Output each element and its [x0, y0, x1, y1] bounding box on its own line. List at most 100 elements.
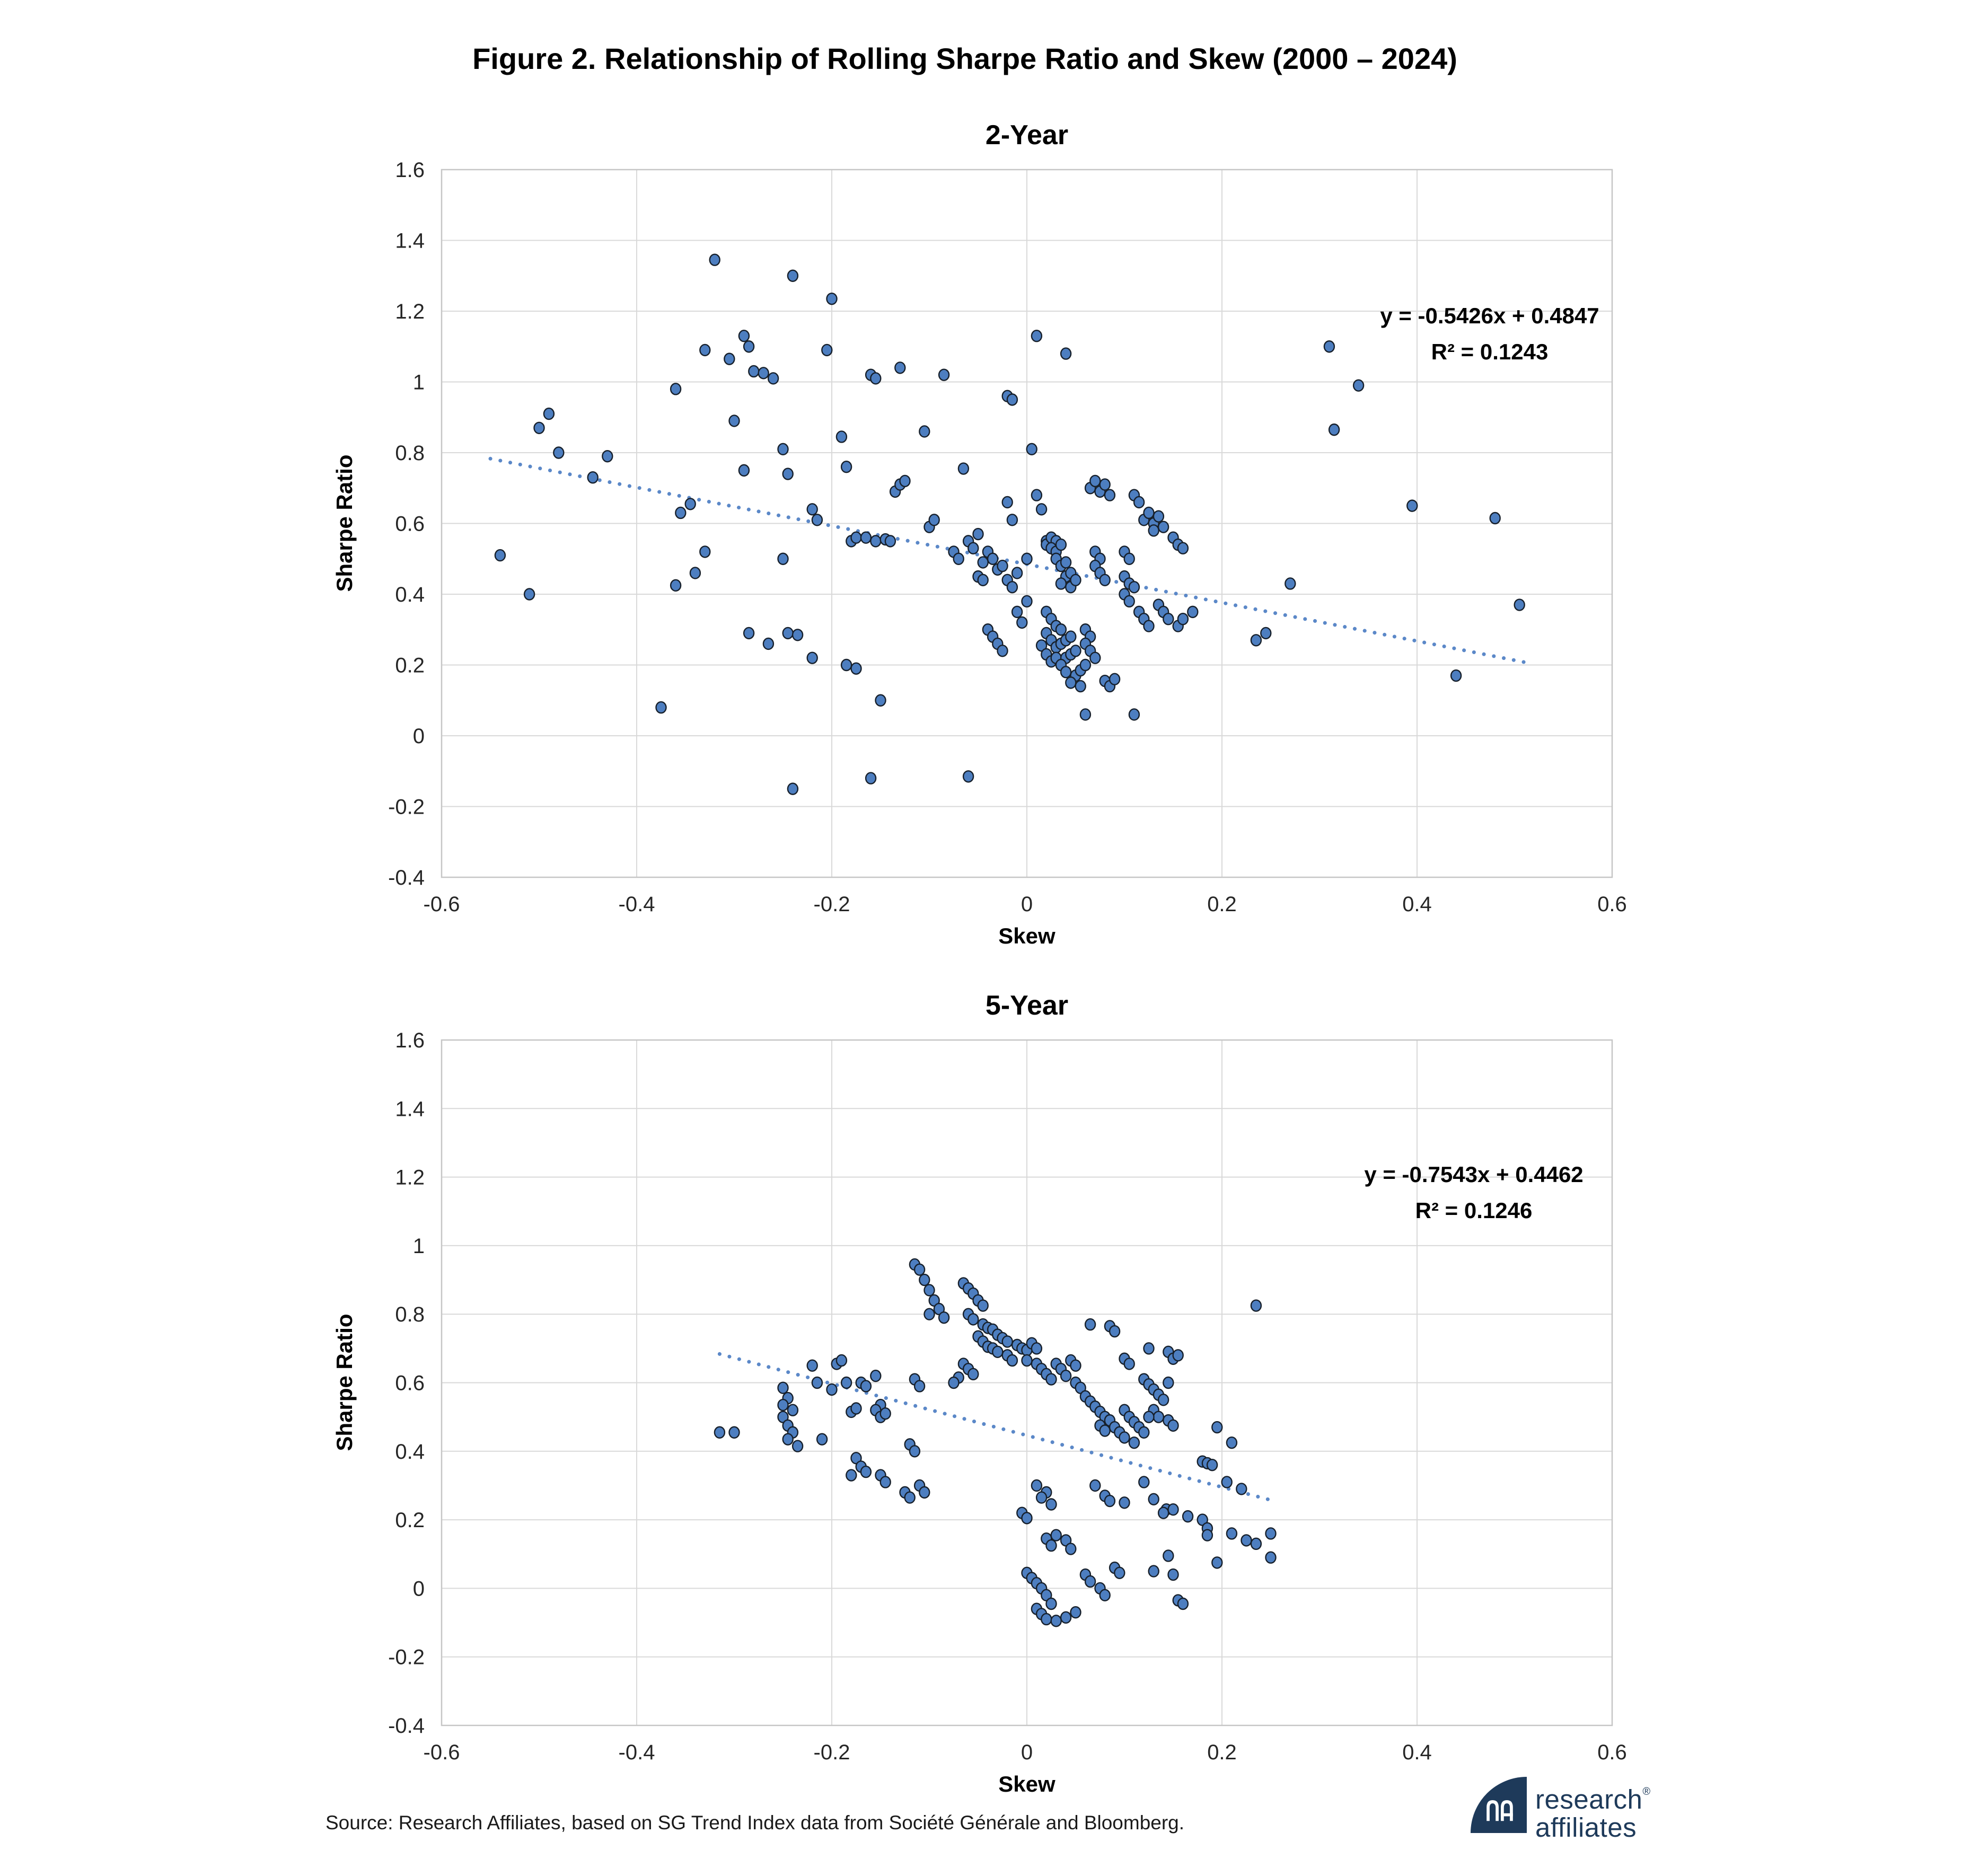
scatter-point	[1060, 1369, 1072, 1382]
scatter-point	[1323, 340, 1335, 353]
scatter-point	[1265, 1551, 1277, 1564]
scatter-point	[879, 1476, 891, 1488]
x-tick-label: -0.2	[814, 1741, 850, 1764]
scatter-point	[1206, 1458, 1218, 1472]
y-tick-label: 0.8	[395, 442, 425, 465]
scatter-point	[997, 559, 1008, 572]
scatter-point	[835, 430, 848, 443]
scatter-point	[1114, 1566, 1125, 1580]
scatter-point	[1143, 620, 1155, 632]
trendline-equation: y = -0.5426x + 0.4847	[1380, 303, 1599, 328]
y-axis-title: Sharpe Ratio	[332, 1314, 357, 1451]
y-tick-label: 0.4	[395, 583, 425, 606]
logo-text: research® affiliates	[1535, 1778, 1651, 1841]
scatter-point	[1177, 542, 1189, 554]
scatter-point	[1157, 1506, 1169, 1519]
scatter-point	[1128, 708, 1140, 721]
scatter-point	[787, 782, 799, 795]
y-tick-label: -0.2	[388, 1646, 425, 1669]
scatter-point	[1250, 634, 1262, 647]
scatter-point	[1157, 521, 1169, 533]
y-tick-label: 1.6	[395, 1029, 425, 1052]
scatter-point	[1045, 1498, 1057, 1511]
scatter-point	[1352, 379, 1365, 392]
y-tick-label: -0.4	[388, 1714, 425, 1738]
scatter-point	[913, 1263, 926, 1276]
scatter-point	[860, 1465, 872, 1478]
scatter-point	[1163, 613, 1174, 625]
scatter-point	[1089, 651, 1101, 664]
scatter-point	[967, 542, 979, 554]
scatter-point	[879, 1407, 891, 1420]
scatter-point	[811, 1376, 823, 1389]
x-tick-label: 0.2	[1207, 1741, 1237, 1764]
scatter-point	[1060, 556, 1072, 569]
scatter-point	[1148, 1565, 1159, 1578]
scatter-point	[977, 556, 989, 569]
scatter-point	[758, 367, 769, 380]
scatter-point	[1084, 1575, 1096, 1588]
scatter-point	[1123, 595, 1135, 608]
y-tick-label: 1	[413, 1235, 425, 1258]
scatter-point	[724, 353, 735, 365]
scatter-point	[850, 662, 862, 675]
x-tick-label: -0.6	[424, 893, 460, 916]
x-tick-label: -0.2	[814, 893, 850, 916]
scatter-point	[1065, 1543, 1077, 1555]
scatter-point	[1128, 1436, 1140, 1449]
scatter-point	[1328, 423, 1340, 436]
scatter-point	[865, 772, 877, 785]
y-tick-label: 1	[413, 371, 425, 394]
scatter-point	[494, 549, 506, 562]
scatter-point	[894, 362, 906, 374]
scatter-point	[1109, 673, 1121, 685]
scatter-point	[987, 552, 999, 565]
plot-border	[441, 169, 1613, 878]
scatter-point	[602, 450, 613, 463]
trendline-r-squared: R² = 0.1243	[1431, 339, 1549, 364]
scatter-point	[1236, 1483, 1247, 1495]
plot-border	[441, 1039, 1613, 1726]
scatter-point	[553, 446, 565, 459]
y-tick-label: -0.4	[388, 866, 425, 889]
scatter-point	[1153, 1411, 1165, 1423]
chart-subtitle: 5-Year	[986, 990, 1068, 1021]
scatter-point	[835, 1354, 848, 1367]
y-tick-label: 0.8	[395, 1303, 425, 1326]
scatter-point	[1163, 1549, 1174, 1562]
scatter-point	[689, 567, 701, 579]
scatter-point	[972, 527, 984, 541]
scatter-point	[846, 1469, 857, 1482]
scatter-point	[1050, 1615, 1062, 1627]
scatter-point	[1167, 1503, 1179, 1516]
scatter-point	[919, 1273, 930, 1287]
y-tick-label: 0.4	[395, 1440, 425, 1464]
scatter-point	[1250, 1537, 1262, 1550]
scatter-point	[1035, 503, 1048, 516]
scatter-point	[1065, 630, 1077, 643]
scatter-point	[1177, 1597, 1189, 1610]
scatter-point	[777, 443, 789, 456]
scatter-point	[728, 415, 740, 427]
scatter-point	[1016, 616, 1028, 629]
scatter-point	[1167, 1568, 1179, 1581]
scatter-point	[1157, 1394, 1169, 1406]
scatter-point	[909, 1445, 921, 1458]
scatter-point	[1055, 623, 1067, 636]
scatter-point	[777, 1398, 789, 1412]
scatter-point	[967, 1313, 979, 1326]
scatter-point	[992, 1345, 1004, 1359]
scatter-point	[1148, 1493, 1159, 1506]
scatter-point	[1055, 538, 1067, 551]
scatter-point	[1021, 552, 1033, 565]
scatter-point	[997, 645, 1008, 657]
x-tick-label: 0.2	[1207, 893, 1237, 916]
scatter-point	[670, 383, 682, 395]
source-note: Source: Research Affiliates, based on SG…	[326, 1812, 1185, 1834]
scatter-point	[1211, 1421, 1223, 1434]
scatter-point	[1055, 577, 1067, 590]
scatter-point	[850, 531, 862, 544]
scatter-point	[1285, 577, 1296, 590]
scatter-point	[948, 1376, 960, 1389]
trendline-r-squared: R² = 0.1246	[1415, 1198, 1533, 1223]
